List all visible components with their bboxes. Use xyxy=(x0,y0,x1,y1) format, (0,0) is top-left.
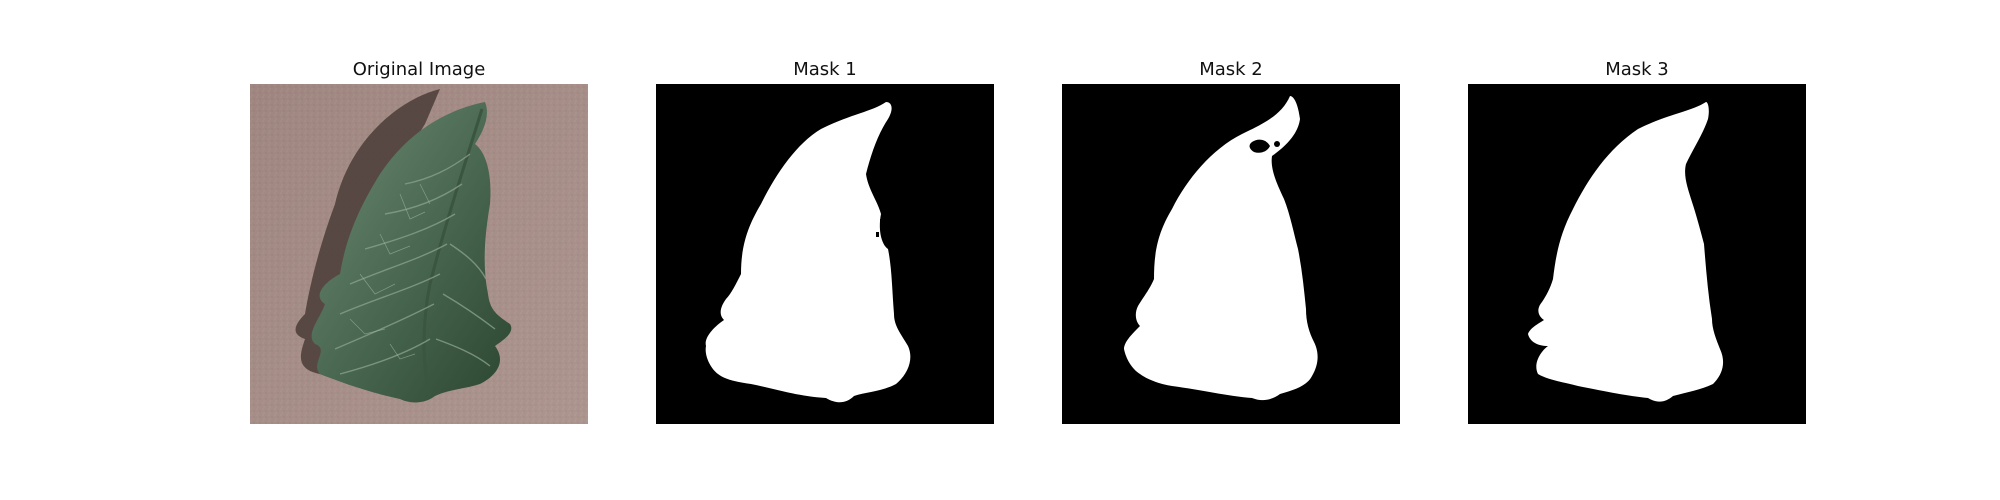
panel-mask-3: Mask 3 xyxy=(1468,58,1806,424)
panel-mask-2: Mask 2 xyxy=(1062,58,1400,424)
panel-original: Original Image xyxy=(250,58,588,424)
panel-title-mask-1: Mask 1 xyxy=(793,59,857,80)
panel-title-mask-3: Mask 3 xyxy=(1605,59,1669,80)
mask-2-image xyxy=(1062,84,1400,424)
mask-3-image xyxy=(1468,84,1806,424)
panel-mask-1: Mask 1 xyxy=(656,58,994,424)
mask-1-image xyxy=(656,84,994,424)
panel-title-original: Original Image xyxy=(352,59,486,80)
original-image xyxy=(250,84,588,424)
panel-title-mask-2: Mask 2 xyxy=(1199,59,1263,80)
